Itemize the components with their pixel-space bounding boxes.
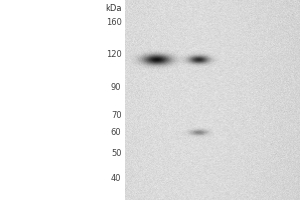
FancyBboxPatch shape (124, 0, 300, 200)
Text: 60: 60 (111, 128, 122, 137)
Text: 40: 40 (111, 174, 122, 183)
Text: kDa: kDa (105, 4, 122, 13)
Text: 70: 70 (111, 111, 122, 120)
Text: 90: 90 (111, 83, 122, 92)
Text: 1: 1 (153, 0, 159, 9)
Text: 120: 120 (106, 50, 122, 59)
Text: 2: 2 (195, 0, 201, 9)
Text: 160: 160 (106, 18, 122, 27)
Text: 50: 50 (111, 149, 122, 158)
